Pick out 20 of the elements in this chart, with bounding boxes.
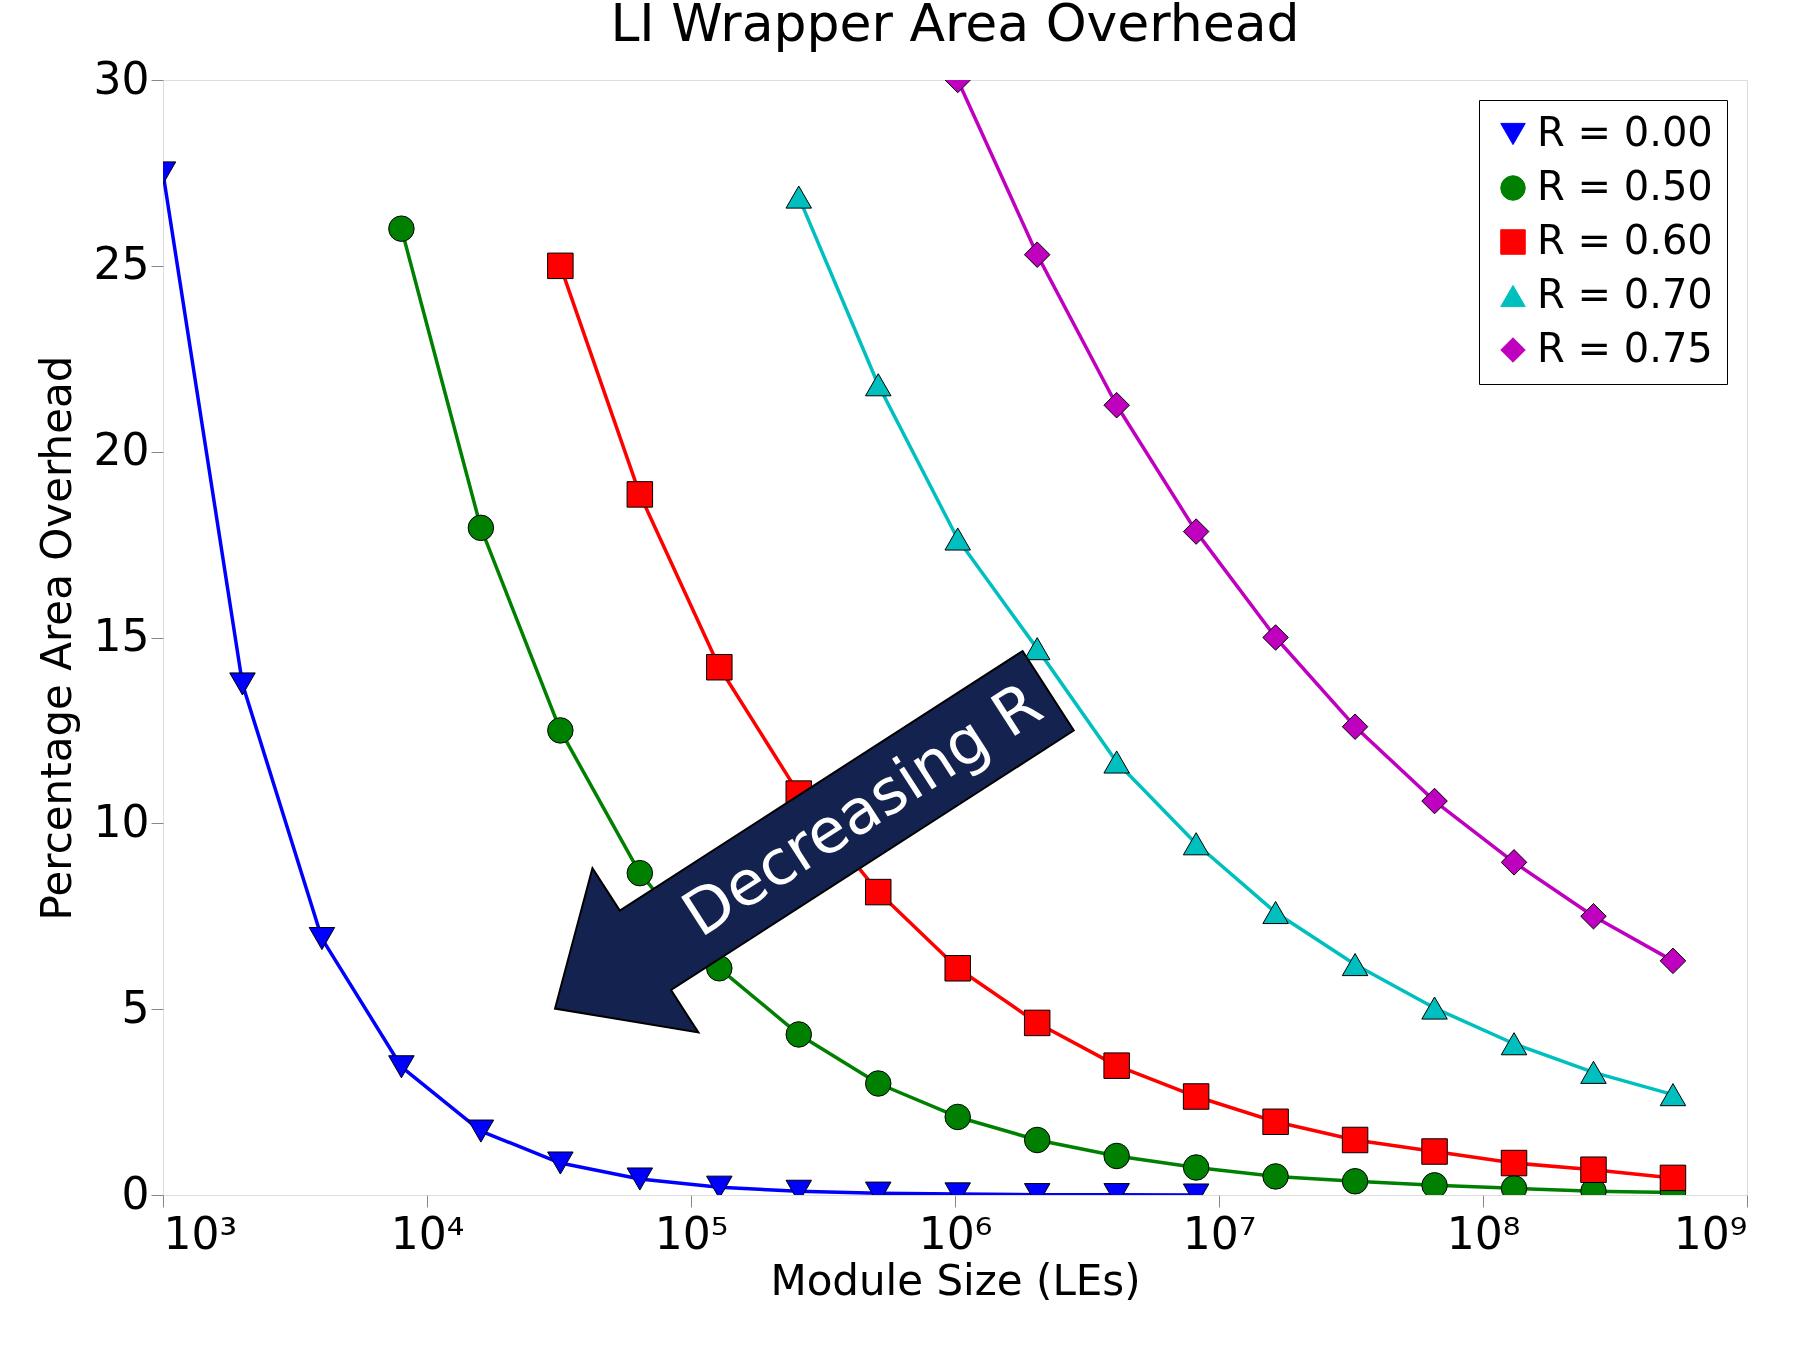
x-tick-label: 10⁹ <box>1673 1207 1748 1259</box>
y-tick-label: 5 <box>121 981 150 1033</box>
legend-label: R = 0.75 <box>1537 325 1713 371</box>
x-tick-label: 10³ <box>163 1207 238 1259</box>
y-tick-label: 20 <box>93 424 150 476</box>
chart-title: LI Wrapper Area Overhead <box>610 0 1300 53</box>
y-tick-label: 30 <box>93 52 150 104</box>
y-tick-label: 25 <box>93 238 150 290</box>
legend-label: R = 0.60 <box>1537 217 1713 263</box>
x-tick-label: 10⁵ <box>654 1207 729 1259</box>
x-tick-label: 10⁷ <box>1182 1207 1257 1259</box>
y-tick-label: 15 <box>93 610 150 661</box>
legend-label: R = 0.00 <box>1537 109 1713 155</box>
legend-label: R = 0.50 <box>1537 163 1713 209</box>
x-tick-label: 10⁴ <box>390 1207 465 1259</box>
y-tick-label: 0 <box>121 1167 150 1219</box>
x-tick-label: 10⁸ <box>1446 1207 1521 1259</box>
y-tick-label: 10 <box>93 795 150 847</box>
legend-label: R = 0.70 <box>1537 271 1713 317</box>
y-axis-title: Percentage Area Overhead <box>31 355 81 921</box>
